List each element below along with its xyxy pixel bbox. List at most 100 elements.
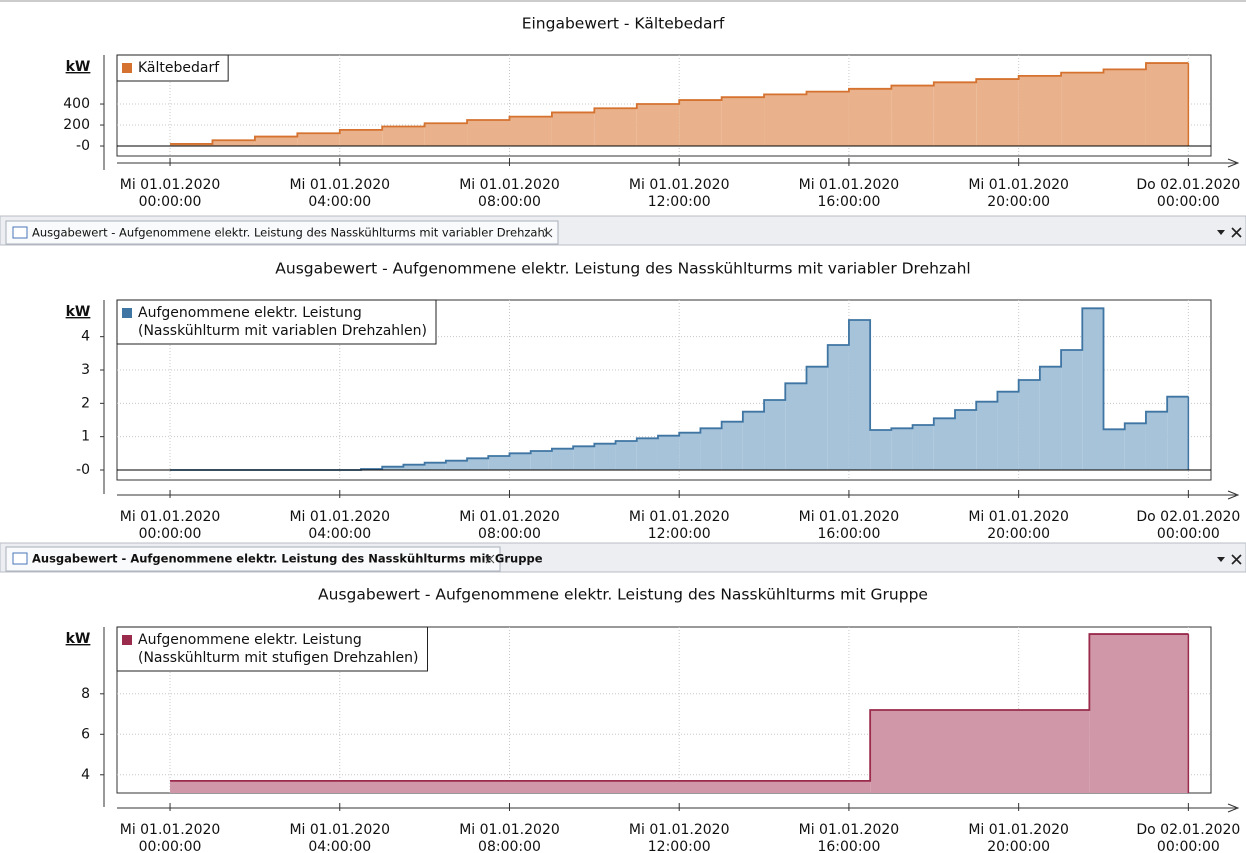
step-area-segment bbox=[424, 123, 468, 147]
x-tick-label: Mi 01.01.2020 bbox=[459, 177, 560, 193]
y-tick-label: 4 bbox=[81, 767, 90, 783]
x-tick-label: 00:00:00 bbox=[139, 839, 202, 853]
y-tick-label: 1 bbox=[81, 429, 90, 445]
legend-label: Aufgenommene elektr. Leistung bbox=[138, 305, 362, 321]
x-tick-label: Mi 01.01.2020 bbox=[120, 822, 221, 838]
chart-title: Eingabewert - Kältebedarf bbox=[522, 15, 725, 33]
legend-label: (Nasskühlturm mit variablen Drehzahlen) bbox=[138, 323, 427, 339]
chart: Ausgabewert - Aufgenommene elektr. Leist… bbox=[66, 586, 1241, 853]
step-area-segment bbox=[891, 428, 913, 470]
step-area-segment bbox=[1018, 75, 1062, 147]
legend-label: Aufgenommene elektr. Leistung bbox=[138, 632, 362, 648]
step-area-segment bbox=[700, 428, 722, 470]
x-tick-label: 00:00:00 bbox=[139, 194, 202, 210]
step-area-segment bbox=[870, 710, 1090, 793]
step-outline bbox=[170, 62, 1189, 145]
step-area-segment bbox=[551, 112, 595, 147]
x-tick-label: Mi 01.01.2020 bbox=[629, 822, 730, 838]
x-axis-arrow bbox=[1227, 158, 1240, 168]
x-tick-label: 16:00:00 bbox=[817, 526, 880, 542]
y-tick-label: -0 bbox=[76, 462, 90, 478]
legend-box bbox=[116, 54, 229, 82]
step-area-segment bbox=[785, 383, 807, 470]
step-area-segment bbox=[721, 97, 765, 147]
step-area-segment bbox=[254, 136, 298, 147]
tab-icon bbox=[12, 226, 28, 239]
step-area-segment bbox=[382, 126, 425, 147]
chart: Ausgabewert - Aufgenommene elektr. Leist… bbox=[66, 260, 1241, 543]
chart-title: Ausgabewert - Aufgenommene elektr. Leist… bbox=[318, 586, 928, 604]
step-area-segment bbox=[488, 456, 510, 470]
x-tick-label: 12:00:00 bbox=[648, 526, 711, 542]
x-tick-label: 08:00:00 bbox=[478, 526, 541, 542]
x-tick-label: 04:00:00 bbox=[308, 839, 371, 853]
step-area-segment bbox=[933, 82, 977, 147]
step-area-segment bbox=[764, 400, 786, 470]
step-area-segment bbox=[212, 140, 255, 147]
legend: Kältebedarf bbox=[116, 54, 229, 82]
step-area-segment bbox=[467, 458, 489, 470]
x-tick-label: 20:00:00 bbox=[987, 526, 1050, 542]
step-area-segment bbox=[806, 91, 849, 147]
step-area-segment bbox=[170, 143, 213, 147]
x-tick-label: Mi 01.01.2020 bbox=[968, 177, 1069, 193]
x-tick-label: 12:00:00 bbox=[648, 194, 711, 210]
x-tick-label: 08:00:00 bbox=[478, 839, 541, 853]
step-area-segment bbox=[382, 466, 404, 470]
legend-box bbox=[116, 626, 428, 672]
step-area-segment bbox=[297, 133, 340, 147]
step-area-segment bbox=[339, 129, 383, 147]
step-area-segment bbox=[509, 453, 531, 470]
x-tick-label: 20:00:00 bbox=[987, 839, 1050, 853]
y-tick-label: 6 bbox=[81, 726, 90, 742]
panel-close[interactable] bbox=[1231, 554, 1242, 565]
x-tick-label: 12:00:00 bbox=[648, 839, 711, 853]
y-tick-label: 4 bbox=[81, 329, 90, 345]
step-area-segment bbox=[1145, 63, 1189, 147]
step-area-segment bbox=[848, 88, 892, 147]
x-tick-label: Mi 01.01.2020 bbox=[799, 177, 900, 193]
y-tick-label: 400 bbox=[63, 96, 90, 112]
x-tick-label: 00:00:00 bbox=[1157, 194, 1220, 210]
step-area-segment bbox=[1061, 72, 1104, 147]
panel-close[interactable] bbox=[1231, 227, 1242, 238]
step-area-segment bbox=[170, 780, 871, 793]
x-tick-label: 04:00:00 bbox=[308, 526, 371, 542]
y-tick-label: 2 bbox=[81, 395, 90, 411]
chart: Eingabewert - Kältebedarf Kältebedarf Mi 0… bbox=[63, 15, 1240, 211]
x-tick-label: Mi 01.01.2020 bbox=[968, 822, 1069, 838]
step-area-segment bbox=[1167, 396, 1189, 470]
tab-menu[interactable] bbox=[1217, 557, 1225, 562]
step-area-segment bbox=[1145, 411, 1168, 470]
x-tick-label: Mi 01.01.2020 bbox=[289, 822, 390, 838]
step-area-segment bbox=[657, 435, 680, 470]
step-area-segment bbox=[530, 451, 552, 470]
step-area-segment bbox=[1103, 429, 1125, 470]
tab-menu[interactable] bbox=[1217, 230, 1225, 235]
step-area-segment bbox=[742, 411, 765, 470]
step-area-segment bbox=[806, 366, 828, 470]
x-tick-label: Do 02.01.2020 bbox=[1136, 822, 1240, 838]
step-area-segment bbox=[679, 100, 722, 147]
step-area-segment bbox=[827, 345, 849, 470]
x-tick-label: Do 02.01.2020 bbox=[1136, 509, 1240, 525]
x-tick-label: Mi 01.01.2020 bbox=[629, 509, 730, 525]
tab-label: Ausgabewert - Aufgenommene elektr. Leist… bbox=[32, 552, 543, 566]
tab[interactable] bbox=[5, 546, 501, 572]
tab-bar: Ausgabewert - Aufgenommene elektr. Leist… bbox=[0, 215, 1246, 246]
step-area-segment bbox=[1039, 366, 1062, 470]
step-area-segment bbox=[933, 418, 956, 470]
step-area-segment bbox=[424, 462, 446, 470]
x-tick-label: 04:00:00 bbox=[308, 194, 371, 210]
tab-close[interactable] bbox=[543, 228, 553, 238]
x-axis-arrow bbox=[1227, 490, 1240, 500]
x-tick-label: 00:00:00 bbox=[1157, 526, 1220, 542]
tab-close[interactable] bbox=[485, 554, 495, 564]
y-tick-label: -0 bbox=[76, 138, 90, 154]
step-area-segment bbox=[615, 441, 637, 470]
chart-title: Ausgabewert - Aufgenommene elektr. Leist… bbox=[275, 260, 970, 278]
x-tick-label: Mi 01.01.2020 bbox=[968, 509, 1069, 525]
legend-swatch bbox=[122, 635, 132, 645]
tab[interactable] bbox=[5, 220, 559, 245]
